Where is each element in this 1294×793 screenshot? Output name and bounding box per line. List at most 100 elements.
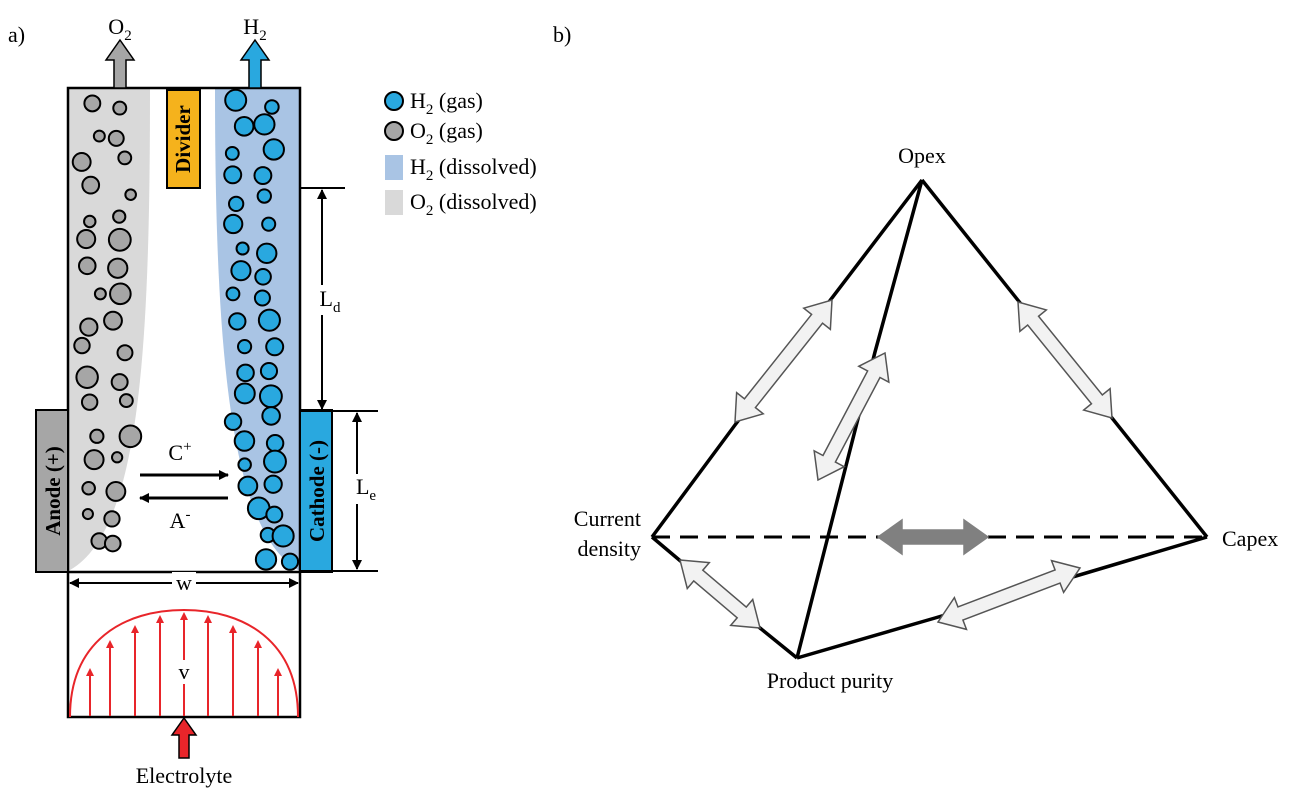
- o2-bubble: [110, 373, 129, 392]
- tradeoff-arrow: [679, 559, 761, 629]
- flow-arrow-head: [131, 625, 139, 633]
- text: H: [410, 88, 426, 113]
- h2-bubble: [262, 138, 285, 161]
- o2-bubble: [80, 393, 99, 411]
- h2-bubble: [224, 88, 248, 112]
- h2-outlet-label: H2: [243, 14, 266, 44]
- legend-label: O2 (dissolved): [410, 189, 537, 219]
- edge: [795, 179, 924, 659]
- o2-bubble: [73, 336, 91, 355]
- h2-outlet-arrow: [239, 38, 271, 89]
- h2-bubble: [233, 382, 256, 405]
- o2-bubble: [83, 94, 102, 113]
- h2-bubble: [223, 213, 244, 235]
- text: (dissolved): [433, 189, 536, 214]
- ld-label: Ld: [320, 286, 341, 316]
- cathode: [299, 409, 333, 573]
- o2-bubble: [81, 175, 101, 195]
- text: L: [320, 286, 333, 311]
- text: L: [356, 474, 369, 499]
- legend-label: H2 (dissolved): [410, 154, 537, 184]
- subscript: 2: [426, 132, 434, 148]
- h2-bubble: [256, 188, 272, 204]
- o2-bubble: [107, 129, 125, 147]
- h2-bubble: [254, 548, 278, 571]
- o2-bubble: [124, 188, 137, 201]
- tradeoff-arrow: [876, 518, 990, 556]
- text: A: [170, 508, 186, 533]
- edge: [796, 535, 1208, 660]
- text: H: [410, 154, 426, 179]
- h2-bubble: [236, 363, 255, 383]
- vertex-label: Current: [574, 506, 641, 531]
- subscript: 2: [124, 28, 132, 44]
- o2-outlet-label: O2: [108, 14, 131, 44]
- o2-bubble: [107, 227, 132, 252]
- h2-bubble: [259, 361, 279, 381]
- cathode-label: Cathode (-): [305, 440, 329, 542]
- divider-label: Divider: [171, 105, 195, 173]
- o2-bubble: [116, 344, 134, 362]
- tradeoff-arrow: [1017, 300, 1113, 420]
- h2-bubble: [263, 474, 283, 494]
- h2-bubble: [256, 242, 278, 264]
- vertex-label: density: [577, 536, 641, 561]
- o2-bubble: [103, 534, 122, 553]
- legend-h2-dissolved-swatch: [385, 155, 403, 180]
- tradeoff-arrow: [734, 298, 833, 424]
- superscript: +: [183, 439, 191, 455]
- inlet-arrow: [170, 716, 198, 759]
- o2-bubble: [76, 229, 97, 250]
- o2-bubble: [103, 310, 123, 331]
- superscript: -: [185, 507, 190, 523]
- width-label: w: [176, 570, 192, 595]
- label-bg: [172, 572, 196, 594]
- h2-bubble: [263, 449, 287, 474]
- vertex-label: Capex: [1222, 526, 1278, 551]
- cation-label: C+: [168, 439, 191, 465]
- text: H: [243, 14, 259, 39]
- vertex-label: Opex: [898, 143, 946, 168]
- h2-bubble: [261, 406, 281, 426]
- o2-bubble: [105, 481, 127, 502]
- h2-bubble: [236, 339, 253, 355]
- h2-bubble: [225, 286, 241, 302]
- o2-bubble: [112, 209, 127, 224]
- text: C: [168, 440, 183, 465]
- legend-label: O2 (gas): [410, 118, 483, 148]
- inlet-label: Electrolyte: [136, 763, 233, 788]
- anode: [35, 409, 69, 573]
- label-bg: [347, 474, 383, 504]
- o2-bubble: [83, 449, 105, 471]
- o2-bubble: [81, 507, 94, 521]
- o2-bubble: [75, 365, 99, 389]
- o2-bubble: [93, 287, 107, 301]
- o2-bubble: [117, 150, 133, 166]
- h2-bubble: [265, 337, 285, 357]
- legend-o2-gas-swatch: [384, 121, 404, 141]
- legend-label: H2 (gas): [410, 88, 483, 118]
- subscript: 2: [426, 168, 434, 184]
- anion-label: A-: [170, 507, 191, 533]
- flow-arrow-head: [180, 612, 188, 620]
- h2-bubble: [264, 99, 280, 115]
- vertex-label: Product purity: [767, 668, 894, 693]
- h2-bubble: [258, 384, 283, 409]
- h2-bubble: [235, 241, 250, 256]
- tradeoff-arrow: [813, 351, 890, 482]
- h2-bubble: [230, 260, 252, 282]
- text: O: [410, 189, 426, 214]
- h2-bubble: [233, 430, 256, 452]
- o2-bubble: [118, 424, 143, 449]
- o2-bubble: [103, 510, 121, 528]
- h2-bubble: [224, 145, 240, 161]
- velocity-profile: [69, 608, 299, 718]
- legend-h2-gas-swatch: [384, 91, 404, 111]
- h2-bubble: [271, 524, 295, 548]
- flow-arrow-head: [229, 625, 237, 633]
- h2-bubble: [265, 505, 284, 524]
- legend: H2 (gas)O2 (gas)H2 (dissolved)O2 (dissol…: [410, 88, 537, 219]
- flow-arrow-head: [156, 615, 164, 623]
- bubbles: [71, 88, 300, 571]
- o2-bubble: [81, 480, 96, 496]
